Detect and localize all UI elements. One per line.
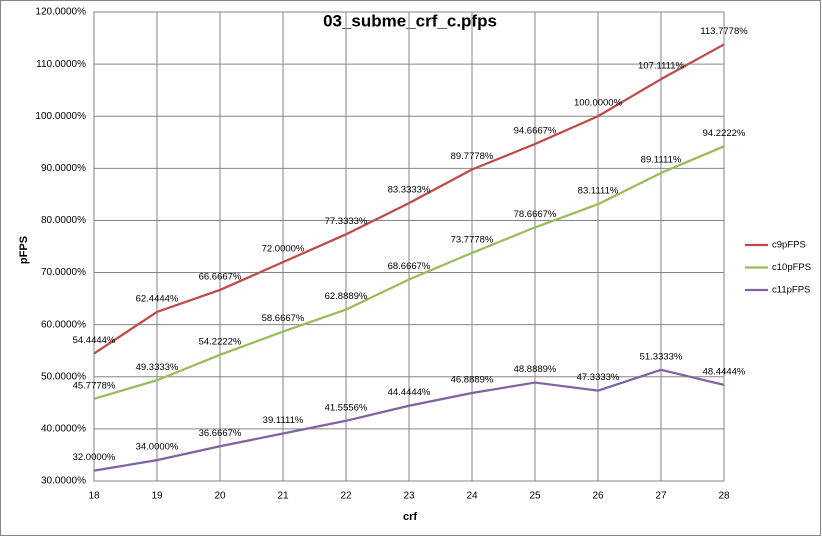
y-tick-label: 110.0000% <box>36 59 86 70</box>
legend-label: c11pFPS <box>772 285 810 296</box>
y-tick-label: 60.0000% <box>41 319 86 330</box>
data-label: 113.7778% <box>700 26 748 37</box>
y-tick-label: 50.0000% <box>41 371 86 382</box>
x-tick-label: 25 <box>529 491 541 502</box>
data-label: 77.3333% <box>325 216 368 227</box>
data-label: 39.1111% <box>263 415 304 426</box>
y-tick-label: 40.0000% <box>41 424 86 435</box>
y-tick-label: 120.0000% <box>35 7 86 18</box>
x-axis-label: crf <box>403 511 417 523</box>
y-tick-label: 70.0000% <box>41 267 86 278</box>
legend-label: c9pFPS <box>772 240 806 251</box>
data-label: 49.3333% <box>136 362 179 373</box>
data-label: 83.1111% <box>578 186 619 197</box>
data-label: 107.1111% <box>638 61 685 72</box>
data-label: 41.5556% <box>325 402 368 413</box>
data-label: 32.0000% <box>73 452 116 463</box>
data-label: 51.3333% <box>640 351 683 362</box>
data-label: 66.6667% <box>199 271 242 282</box>
data-label: 94.2222% <box>703 128 746 139</box>
data-label: 47.3333% <box>577 372 620 383</box>
x-tick-label: 24 <box>466 491 478 502</box>
data-label: 62.4444% <box>136 293 179 304</box>
data-label: 89.1111% <box>641 154 682 165</box>
x-tick-label: 27 <box>655 491 667 502</box>
x-tick-label: 26 <box>592 491 604 502</box>
data-label: 34.0000% <box>136 442 179 453</box>
plot-area <box>93 11 725 482</box>
x-tick-label: 18 <box>88 491 100 502</box>
data-label: 100.0000% <box>574 98 623 109</box>
data-label: 48.8889% <box>514 364 557 375</box>
data-label: 58.6667% <box>262 313 305 324</box>
data-label: 44.4444% <box>388 387 431 398</box>
data-label: 78.6667% <box>514 209 557 220</box>
data-label: 73.7778% <box>451 234 494 245</box>
data-label: 48.4444% <box>703 366 746 377</box>
data-label: 46.8889% <box>451 375 494 386</box>
x-tick-label: 28 <box>718 491 730 502</box>
series-line <box>93 145 725 400</box>
data-label: 54.2222% <box>199 336 242 347</box>
data-label: 62.8889% <box>325 291 368 302</box>
y-tick-label: 90.0000% <box>41 163 86 174</box>
x-tick-label: 21 <box>277 491 289 502</box>
y-tick-label: 80.0000% <box>41 215 86 226</box>
series-line <box>93 43 725 355</box>
data-label: 68.6667% <box>388 261 431 272</box>
series-line <box>93 368 725 472</box>
x-tick-label: 19 <box>151 491 163 502</box>
legend-label: c10pFPS <box>772 262 811 273</box>
y-tick-label: 30.0000% <box>41 476 86 487</box>
data-label: 89.7778% <box>451 151 494 162</box>
data-label: 83.3333% <box>388 185 431 196</box>
data-label: 36.6667% <box>199 428 242 439</box>
data-label: 45.7778% <box>73 380 116 391</box>
y-tick-label: 100.0000% <box>35 111 86 122</box>
x-tick-label: 20 <box>214 491 226 502</box>
data-label: 54.4444% <box>73 335 116 346</box>
data-label: 72.0000% <box>262 244 305 255</box>
y-axis-label: pFPS <box>18 236 30 264</box>
data-label: 94.6667% <box>514 126 557 137</box>
chart-title: 03_subme_crf_c.pfps <box>323 11 497 30</box>
x-tick-label: 23 <box>403 491 415 502</box>
x-tick-label: 22 <box>340 491 352 502</box>
